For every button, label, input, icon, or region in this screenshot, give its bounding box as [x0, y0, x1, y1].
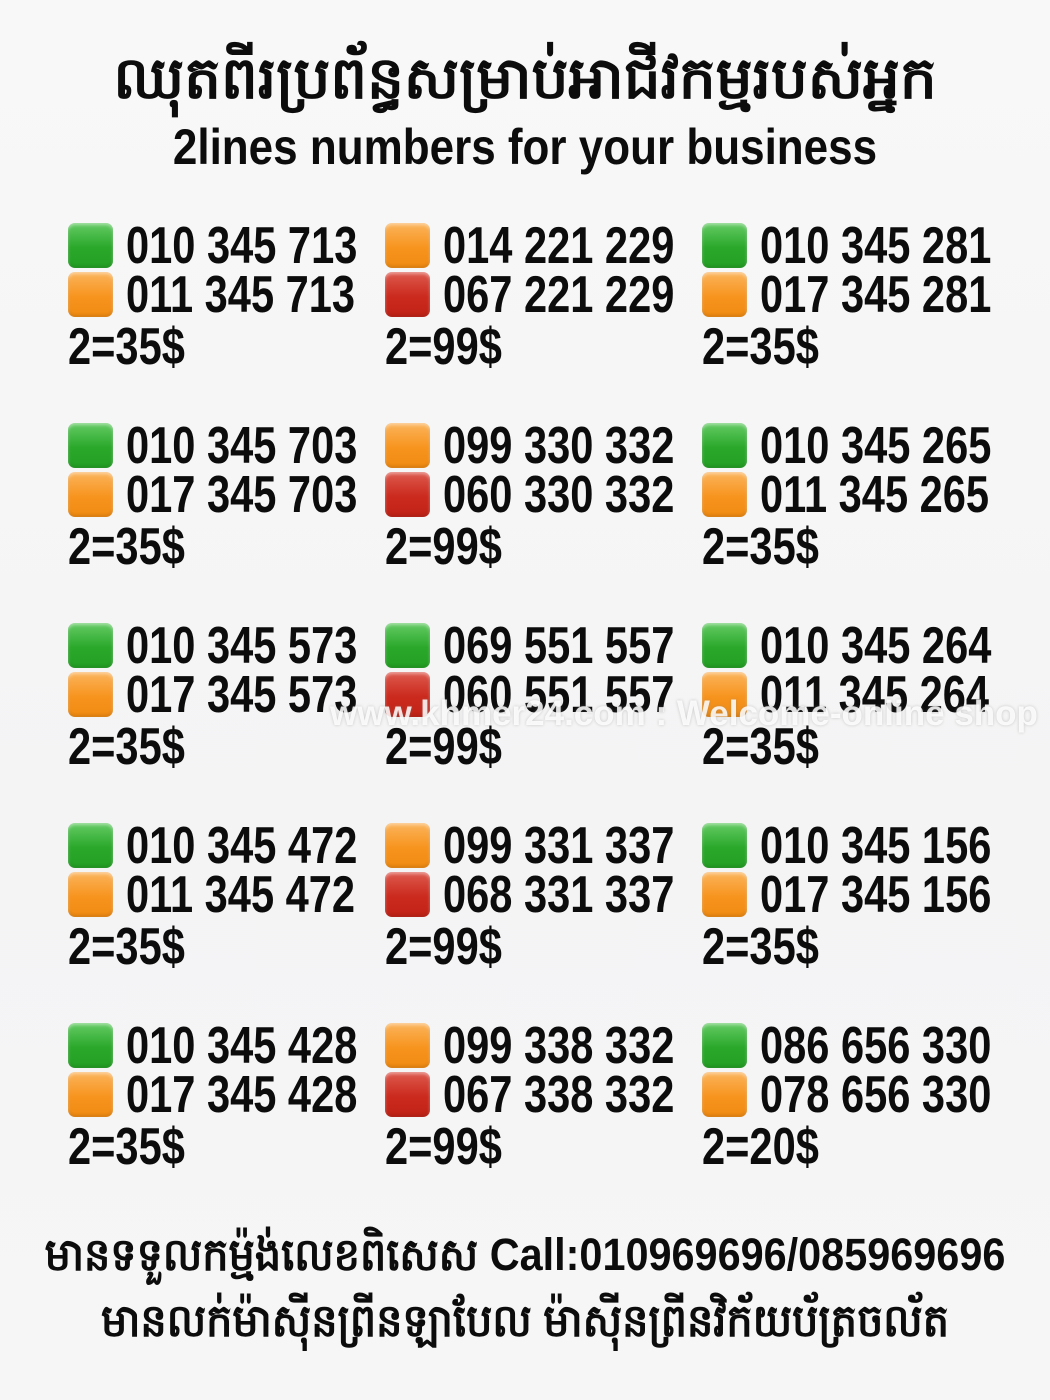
number-pair-card: 010 345 703 017 345 703 2=35$: [68, 416, 385, 576]
number-pair-card: 099 330 332 060 330 332 2=99$: [385, 416, 702, 576]
poster-subtitle: 2lines numbers for your business: [172, 119, 878, 175]
phone-number: 060 551 557: [443, 665, 675, 724]
carrier-color-swatch: [702, 623, 747, 668]
number-pair-card: 014 221 229 067 221 229 2=99$: [385, 216, 702, 376]
phone-number: 086 656 330: [760, 1016, 992, 1075]
number-pair-card: 010 345 264 011 345 264 2=35$: [702, 616, 1019, 776]
phone-number: 010 345 573: [126, 616, 358, 675]
carrier-color-swatch: [702, 1023, 747, 1068]
number-pair-card: 010 345 156 017 345 156 2=35$: [702, 816, 1019, 976]
carrier-color-swatch: [385, 1023, 430, 1068]
phone-number: 010 345 428: [126, 1016, 358, 1075]
carrier-color-swatch: [385, 872, 430, 917]
carrier-color-swatch: [68, 1072, 113, 1117]
price-label: 2=35$: [68, 918, 185, 976]
poster-title-khmer: ឈុតពីរប្រព័ន្ធសម្រាប់អាជីវកម្មរបស់អ្នក: [113, 46, 937, 111]
number-pair-card: 010 345 265 011 345 265 2=35$: [702, 416, 1019, 576]
number-pair-card: 099 331 337 068 331 337 2=99$: [385, 816, 702, 976]
phone-number: 017 345 428: [126, 1065, 358, 1124]
carrier-color-swatch: [68, 472, 113, 517]
carrier-color-swatch: [385, 672, 430, 717]
price-label: 2=35$: [702, 718, 819, 776]
phone-number: 014 221 229: [443, 216, 675, 275]
phone-number: 010 345 713: [126, 216, 358, 275]
carrier-color-swatch: [702, 472, 747, 517]
phone-number: 067 338 332: [443, 1065, 675, 1124]
number-pair-card: 099 338 332 067 338 332 2=99$: [385, 1016, 702, 1176]
phone-number: 011 345 472: [126, 865, 356, 924]
carrier-color-swatch: [385, 623, 430, 668]
phone-number: 011 345 265: [760, 465, 990, 524]
number-pair-card: 010 345 573 017 345 573 2=35$: [68, 616, 385, 776]
phone-number: 099 338 332: [443, 1016, 675, 1075]
carrier-color-swatch: [68, 1023, 113, 1068]
numbers-grid: 010 345 713 011 345 713 2=35$ 014 221 22…: [68, 216, 1019, 1176]
carrier-color-swatch: [702, 872, 747, 917]
carrier-color-swatch: [385, 1072, 430, 1117]
price-label: 2=99$: [385, 318, 502, 376]
carrier-color-swatch: [385, 423, 430, 468]
price-label: 2=35$: [68, 318, 185, 376]
price-label: 2=35$: [68, 1118, 185, 1176]
number-pair-card: 010 345 428 017 345 428 2=35$: [68, 1016, 385, 1176]
price-label: 2=99$: [385, 718, 502, 776]
carrier-color-swatch: [702, 1072, 747, 1117]
phone-number: 099 330 332: [443, 416, 675, 475]
phone-number: 017 345 156: [760, 865, 992, 924]
price-label: 2=99$: [385, 1118, 502, 1176]
phone-number: 099 331 337: [443, 816, 675, 875]
phone-number: 017 345 703: [126, 465, 358, 524]
phone-number: 068 331 337: [443, 865, 675, 924]
phone-number: 010 345 156: [760, 816, 992, 875]
number-pair-card: 010 345 472 011 345 472 2=35$: [68, 816, 385, 976]
phone-number: 010 345 265: [760, 416, 992, 475]
carrier-color-swatch: [68, 872, 113, 917]
phone-number: 010 345 264: [760, 616, 992, 675]
number-pair-card: 010 345 713 011 345 713 2=35$: [68, 216, 385, 376]
price-label: 2=35$: [702, 918, 819, 976]
price-label: 2=35$: [702, 518, 819, 576]
number-pair-card: 069 551 557 060 551 557 2=99$: [385, 616, 702, 776]
number-pair-card: 010 345 281 017 345 281 2=35$: [702, 216, 1019, 376]
price-label: 2=35$: [702, 318, 819, 376]
price-label: 2=99$: [385, 518, 502, 576]
footer-contact-line: មានទទួលកម្ម៉ង់លេខពិសេស Call:010969696/08…: [44, 1229, 1006, 1280]
carrier-color-swatch: [68, 423, 113, 468]
carrier-color-swatch: [702, 223, 747, 268]
carrier-color-swatch: [702, 272, 747, 317]
carrier-color-swatch: [68, 223, 113, 268]
carrier-color-swatch: [68, 823, 113, 868]
price-label: 2=35$: [68, 718, 185, 776]
phone-number: 011 345 713: [126, 265, 356, 324]
phone-number: 010 345 703: [126, 416, 358, 475]
price-label: 2=20$: [702, 1118, 819, 1176]
phone-number: 060 330 332: [443, 465, 675, 524]
phone-number: 078 656 330: [760, 1065, 992, 1124]
carrier-color-swatch: [68, 623, 113, 668]
footer-products-line: មានលក់ម៉ាស៊ីនព្រីនឡាបែល ម៉ាស៊ីនព្រីនវិក័…: [100, 1295, 949, 1346]
price-label: 2=35$: [68, 518, 185, 576]
phone-number: 010 345 472: [126, 816, 358, 875]
phone-number: 017 345 281: [760, 265, 992, 324]
carrier-color-swatch: [68, 672, 113, 717]
number-pair-card: 086 656 330 078 656 330 2=20$: [702, 1016, 1019, 1176]
price-label: 2=99$: [385, 918, 502, 976]
phone-number: 069 551 557: [443, 616, 675, 675]
carrier-color-swatch: [385, 823, 430, 868]
phone-number: 011 345 264: [760, 665, 990, 724]
phone-number: 067 221 229: [443, 265, 675, 324]
carrier-color-swatch: [68, 272, 113, 317]
carrier-color-swatch: [702, 423, 747, 468]
carrier-color-swatch: [385, 472, 430, 517]
phone-number: 010 345 281: [760, 216, 992, 275]
carrier-color-swatch: [385, 223, 430, 268]
carrier-color-swatch: [702, 823, 747, 868]
phone-number: 017 345 573: [126, 665, 358, 724]
carrier-color-swatch: [385, 272, 430, 317]
carrier-color-swatch: [702, 672, 747, 717]
